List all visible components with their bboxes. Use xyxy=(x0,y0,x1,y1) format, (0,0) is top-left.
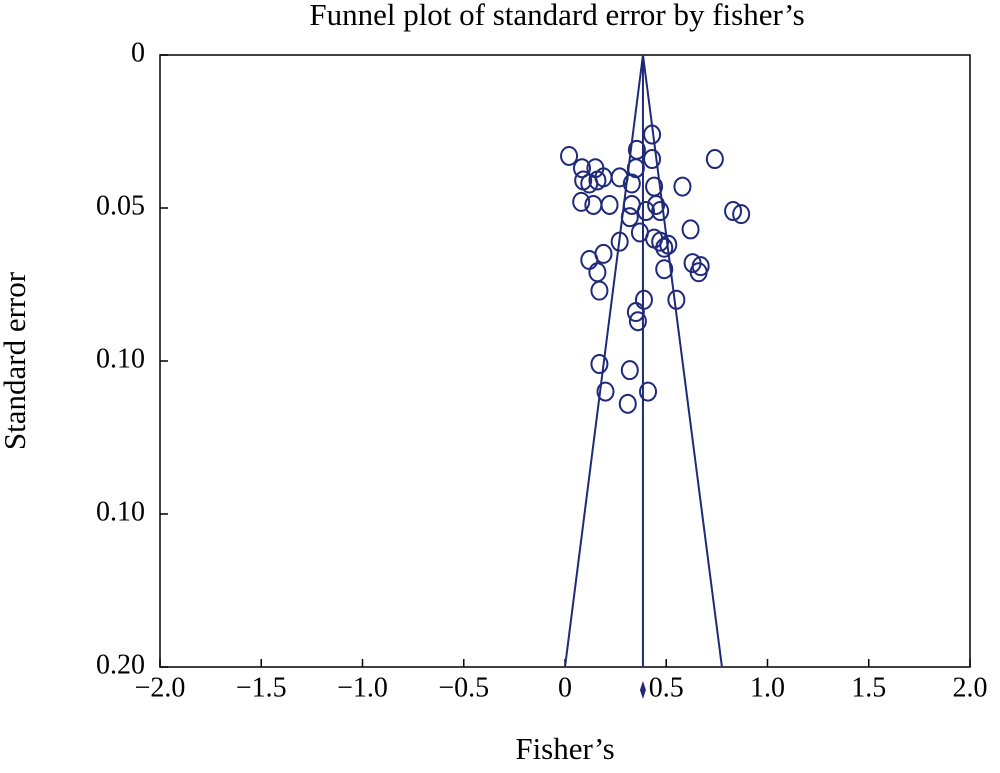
point xyxy=(596,381,615,402)
point xyxy=(634,289,653,310)
point xyxy=(639,381,658,402)
point xyxy=(626,158,645,179)
x-tick-label: −1.5 xyxy=(236,672,287,703)
point xyxy=(643,124,662,145)
y-tick-label: 0.20 xyxy=(96,649,145,680)
point xyxy=(600,194,619,215)
summary-diamond xyxy=(639,681,646,699)
y-tick-label: 0.05 xyxy=(96,190,145,221)
point xyxy=(689,262,708,283)
point xyxy=(618,393,637,414)
point xyxy=(620,360,639,381)
funnel-left xyxy=(564,54,644,668)
x-tick-label: 2.0 xyxy=(953,672,988,703)
y-tick-label: 0.10 xyxy=(96,496,145,527)
plot-frame xyxy=(159,54,971,668)
x-tick-label: 1.0 xyxy=(750,672,785,703)
point xyxy=(651,201,670,222)
point xyxy=(655,259,674,280)
point xyxy=(590,280,609,301)
x-axis-label: Fisher’s xyxy=(515,731,614,766)
x-tick-label: −2.0 xyxy=(135,672,186,703)
point xyxy=(626,302,645,323)
x-tick-label: −1.0 xyxy=(337,672,388,703)
funnel-right xyxy=(641,54,723,668)
point xyxy=(588,262,607,283)
point xyxy=(659,234,678,255)
point xyxy=(590,354,609,375)
point xyxy=(651,231,670,252)
point xyxy=(610,231,629,252)
point xyxy=(667,289,686,310)
point xyxy=(673,176,692,197)
point xyxy=(580,250,599,271)
point xyxy=(620,207,639,228)
point xyxy=(628,311,647,332)
point xyxy=(572,191,591,212)
point xyxy=(622,173,641,194)
x-tick-label: 0 xyxy=(558,672,572,703)
x-tick-label: −0.5 xyxy=(438,672,489,703)
point xyxy=(573,158,592,179)
point xyxy=(610,167,629,188)
point xyxy=(655,237,674,258)
point xyxy=(643,149,662,170)
point xyxy=(647,194,666,215)
point xyxy=(681,219,700,240)
x-tick-label: 0.5 xyxy=(649,672,684,703)
point xyxy=(705,149,724,170)
y-tick-label: 0 xyxy=(131,37,145,68)
point xyxy=(724,201,743,222)
y-tick-label: 0.10 xyxy=(96,343,145,374)
point xyxy=(732,204,751,225)
y-axis-label: Standard error xyxy=(0,271,32,450)
point xyxy=(560,145,579,166)
chart-title: Funnel plot of standard error by fisher’… xyxy=(309,0,804,32)
point xyxy=(637,201,655,222)
x-tick-label: 1.5 xyxy=(851,672,886,703)
